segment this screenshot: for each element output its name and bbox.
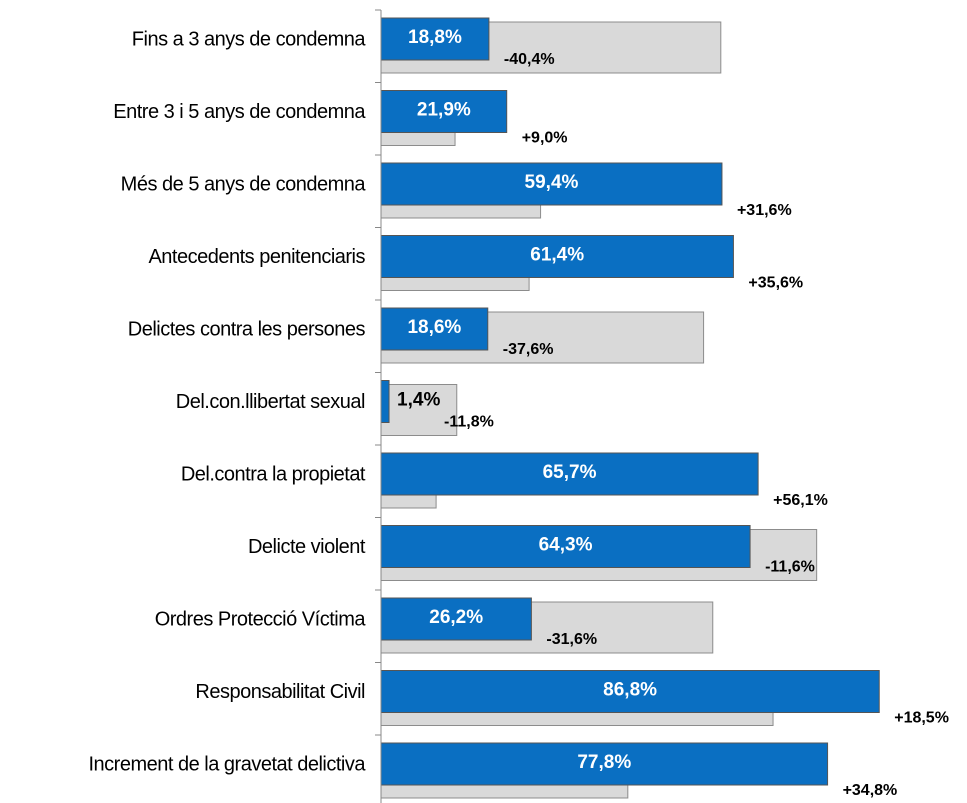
category-label: Entre 3 i 5 anys de condemna <box>113 101 366 123</box>
category-label: Més de 5 anys de condemna <box>121 173 367 195</box>
category-label: Delictes contra les persones <box>128 318 366 340</box>
difference-label: -11,6% <box>765 559 815 576</box>
value-label: 59,4% <box>525 172 579 193</box>
value-label: 18,8% <box>408 27 462 48</box>
bar <box>380 17 490 61</box>
value-label: 1,4% <box>397 390 440 411</box>
difference-label: -11,8% <box>444 414 494 431</box>
value-label: 86,8% <box>603 680 657 701</box>
category-label: Del.contra la propietat <box>181 463 366 485</box>
value-label: 77,8% <box>577 752 631 773</box>
category-label: Increment de la gravetat delictiva <box>89 753 367 775</box>
difference-label: +35,6% <box>748 275 803 292</box>
value-label: 61,4% <box>530 245 584 266</box>
bar <box>380 597 532 641</box>
bar <box>380 525 751 568</box>
category-label: Delicte violent <box>248 536 366 558</box>
value-label: 18,6% <box>407 317 461 338</box>
category-label: Del.con.llibertat sexual <box>176 391 365 413</box>
value-label: 64,3% <box>539 535 593 556</box>
category-label: Responsabilitat Civil <box>195 681 365 703</box>
bar <box>380 90 508 133</box>
difference-label: +56,1% <box>773 492 828 509</box>
difference-label: +9,0% <box>522 130 568 147</box>
bar <box>380 670 880 713</box>
value-label: 65,7% <box>543 462 597 483</box>
bar <box>380 452 759 496</box>
value-label: 26,2% <box>429 607 483 628</box>
bar <box>380 307 489 351</box>
category-label: Antecedents penitenciaris <box>148 246 365 268</box>
category-label: Fins a 3 anys de condemna <box>132 28 367 50</box>
bar <box>380 162 723 206</box>
bar <box>380 742 829 786</box>
difference-label: +18,5% <box>894 710 949 727</box>
difference-label: -40,4% <box>504 51 555 68</box>
difference-label: -37,6% <box>503 341 554 358</box>
difference-label: +31,6% <box>737 202 792 219</box>
bar <box>380 380 390 423</box>
comparison-bar <box>380 384 458 436</box>
category-label: Ordres Protecció Víctima <box>155 608 367 630</box>
difference-label: +34,8% <box>843 782 898 799</box>
difference-label: -31,6% <box>546 631 597 648</box>
value-label: 21,9% <box>417 100 471 121</box>
